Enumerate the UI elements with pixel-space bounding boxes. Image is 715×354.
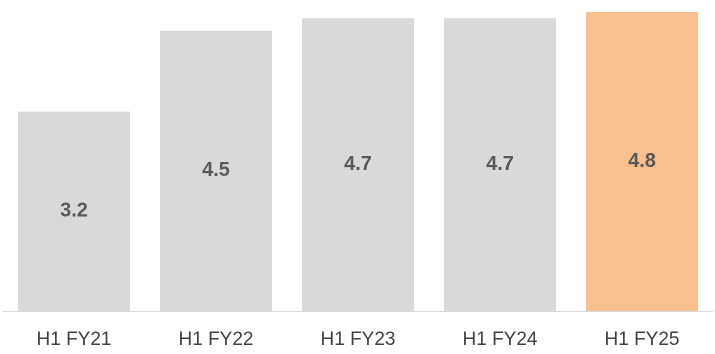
- value-label-h1-fy21: 3.2: [60, 200, 88, 222]
- bar-h1-fy23: [302, 18, 414, 311]
- value-label-h1-fy22: 4.5: [202, 159, 230, 181]
- x-tick-label-h1-fy24: H1 FY24: [463, 329, 538, 350]
- value-labels-group: 3.2 4.5 4.7 4.7 4.8: [60, 150, 656, 222]
- value-label-h1-fy25: 4.8: [628, 150, 656, 172]
- bar-h1-fy22: [160, 30, 272, 311]
- x-tick-labels-group: H1 FY21 H1 FY22 H1 FY23 H1 FY24 H1 FY25: [37, 329, 680, 350]
- bar-h1-fy25: [586, 12, 698, 311]
- x-tick-label-h1-fy25: H1 FY25: [605, 329, 680, 350]
- value-label-h1-fy23: 4.7: [344, 153, 372, 175]
- x-tick-label-h1-fy23: H1 FY23: [321, 329, 396, 350]
- value-label-h1-fy24: 4.7: [486, 153, 514, 175]
- bar-h1-fy21: [18, 111, 130, 311]
- x-tick-label-h1-fy22: H1 FY22: [179, 329, 254, 350]
- x-tick-label-h1-fy21: H1 FY21: [37, 329, 112, 350]
- bars-group: [18, 12, 698, 311]
- bar-h1-fy24: [444, 18, 556, 311]
